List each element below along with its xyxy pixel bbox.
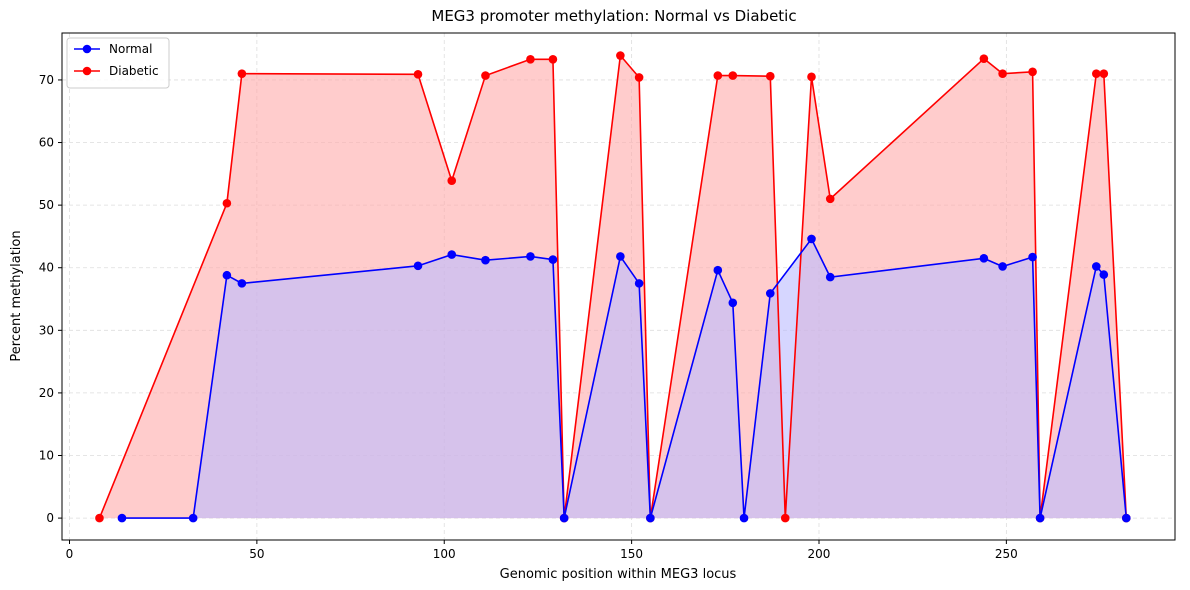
y-tick-label: 50 <box>39 198 54 212</box>
series-areas <box>99 55 1127 519</box>
data-point-normal <box>1035 513 1045 523</box>
data-point-normal <box>413 261 423 271</box>
legend-label-normal: Normal <box>109 42 152 56</box>
data-point-normal <box>1028 252 1037 262</box>
data-point-normal <box>1099 270 1109 279</box>
y-tick-label: 70 <box>39 73 54 87</box>
legend-label-diabetic: Diabetic <box>109 64 159 78</box>
data-point-diabetic <box>237 69 247 78</box>
data-point-normal <box>447 250 457 259</box>
data-point-normal <box>188 513 198 523</box>
data-point-diabetic <box>526 54 535 64</box>
data-point-diabetic <box>713 71 723 80</box>
y-tick-label: 10 <box>39 449 54 463</box>
data-point-normal <box>646 513 655 523</box>
data-point-normal <box>117 513 127 523</box>
y-axis-ticks: 0 10 20 30 40 50 60 70 <box>39 73 62 525</box>
plot-frame <box>61 32 1176 541</box>
data-point-diabetic <box>548 54 558 64</box>
data-point-normal <box>634 279 644 288</box>
area-normal <box>121 238 1127 519</box>
data-point-diabetic <box>998 69 1007 78</box>
data-point-normal <box>807 234 816 244</box>
legend-marker-normal <box>82 44 92 54</box>
y-tick-label: 0 <box>46 511 54 525</box>
y-tick-label: 30 <box>39 323 54 337</box>
chart-title: MEG3 promoter methylation: Normal vs Dia… <box>431 7 796 25</box>
y-tick-label: 40 <box>39 261 54 275</box>
data-point-diabetic <box>1099 69 1109 78</box>
y-axis-label: Percent methylation <box>9 230 24 361</box>
data-point-normal <box>713 265 723 275</box>
data-point-diabetic <box>979 54 989 63</box>
data-point-normal <box>222 270 232 280</box>
data-point-diabetic <box>728 71 738 80</box>
data-point-normal <box>979 254 989 263</box>
data-point-normal <box>1092 262 1101 271</box>
x-tick-label: 100 <box>433 547 456 561</box>
legend-marker-diabetic <box>82 66 92 76</box>
data-point-diabetic <box>481 71 490 80</box>
data-point-normal <box>1121 513 1131 523</box>
data-point-diabetic <box>807 72 816 82</box>
data-point-normal <box>559 513 569 523</box>
x-axis-label: Genomic position within MEG3 locus <box>500 567 737 582</box>
x-tick-label: 200 <box>808 547 831 561</box>
x-axis-ticks: 0 50 100 150 200 250 <box>66 540 1018 561</box>
data-point-normal <box>548 255 558 264</box>
data-point-normal <box>998 262 1007 271</box>
data-point-diabetic <box>1028 67 1037 77</box>
data-point-normal <box>481 255 490 265</box>
data-point-normal <box>526 252 535 261</box>
data-point-normal <box>825 272 835 282</box>
data-point-normal <box>765 289 775 298</box>
data-point-diabetic <box>447 176 457 186</box>
legend-box <box>66 37 170 89</box>
data-point-diabetic <box>634 73 644 82</box>
data-point-diabetic <box>95 513 104 523</box>
data-point-diabetic <box>1092 69 1101 78</box>
series-line-normal <box>121 237 1128 519</box>
data-point-normal <box>237 279 247 288</box>
data-point-normal <box>616 252 625 261</box>
data-point-normal <box>728 298 738 308</box>
y-tick-label: 60 <box>39 136 54 150</box>
data-point-normal <box>739 513 749 523</box>
x-tick-label: 50 <box>249 547 264 561</box>
y-tick-label: 20 <box>39 386 54 400</box>
data-point-diabetic <box>616 51 625 60</box>
data-point-diabetic <box>765 71 775 81</box>
x-tick-label: 150 <box>620 547 643 561</box>
data-point-diabetic <box>222 198 232 208</box>
series-points <box>95 51 1131 523</box>
data-point-diabetic <box>780 513 790 523</box>
x-tick-label: 0 <box>66 547 74 561</box>
data-point-diabetic <box>413 70 423 79</box>
data-point-diabetic <box>825 194 835 204</box>
legend: Normal Diabetic <box>66 37 170 89</box>
x-tick-label: 250 <box>995 547 1018 561</box>
